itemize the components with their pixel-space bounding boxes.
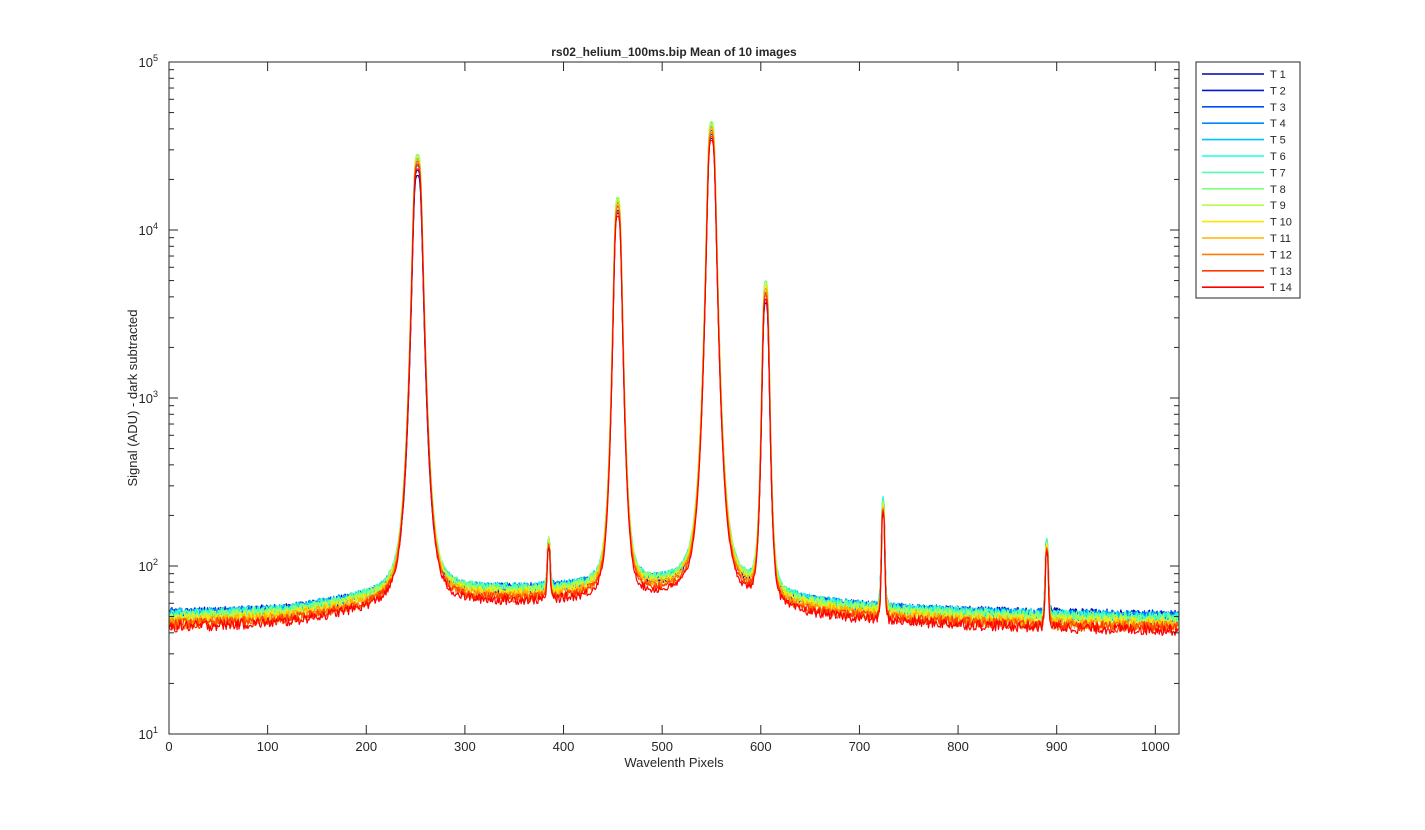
y-axis-label: Signal (ADU) - dark subtracted xyxy=(125,309,140,486)
x-tick-label: 0 xyxy=(165,739,172,754)
legend-label: T 11 xyxy=(1270,233,1291,245)
legend-label: T 9 xyxy=(1270,200,1286,212)
series-line-14 xyxy=(168,139,1179,637)
y-tick-label: 103 xyxy=(139,389,158,406)
legend-label: T 1 xyxy=(1270,69,1286,81)
plot-background xyxy=(169,62,1179,734)
x-tick-label: 400 xyxy=(553,739,575,754)
legend: T 1 T 2 T 3 T 4 T 5 T 6 T 7 T 8 T 9 T 10 T 11 T 12 T… xyxy=(1195,61,1301,299)
legend-label: T 8 xyxy=(1270,184,1286,196)
legend-label: T 6 xyxy=(1270,151,1286,163)
y-tick-label: 104 xyxy=(139,221,158,238)
legend-label: T 13 xyxy=(1270,266,1292,278)
x-ticks: 0 100 200 300 400 500 600 700 800 900 1000 xyxy=(165,62,1170,754)
x-tick-label: 1000 xyxy=(1141,739,1170,754)
x-tick-label: 600 xyxy=(750,739,772,754)
series-layer xyxy=(168,121,1179,637)
x-tick-label: 300 xyxy=(454,739,476,754)
legend-label: T 10 xyxy=(1270,217,1292,229)
chart-title: rs02_helium_100ms.bip Mean of 10 images xyxy=(551,45,797,59)
x-tick-label: 700 xyxy=(849,739,871,754)
legend-label: T 4 xyxy=(1270,118,1286,130)
legend-label: T 5 xyxy=(1270,135,1286,147)
legend-label: T 14 xyxy=(1270,282,1292,294)
legend-label: T 12 xyxy=(1270,249,1292,261)
y-tick-label: 101 xyxy=(139,725,158,742)
y-tick-label: 102 xyxy=(139,557,158,574)
legend-label: T 7 xyxy=(1270,167,1286,179)
x-tick-label: 500 xyxy=(651,739,673,754)
y-tick-label: 105 xyxy=(139,53,158,70)
x-tick-label: 900 xyxy=(1046,739,1068,754)
legend-box xyxy=(1195,61,1301,299)
legend-label: T 2 xyxy=(1270,85,1286,97)
x-tick-label: 200 xyxy=(355,739,377,754)
legend-items: T 1 T 2 T 3 T 4 T 5 T 6 T 7 T 8 T 9 T 10 T 11 T 12 T… xyxy=(1202,69,1292,294)
y-ticks: 101 102 103 104 105 xyxy=(139,53,1179,742)
x-axis-label: Wavelenth Pixels xyxy=(624,755,724,770)
x-tick-label: 100 xyxy=(257,739,279,754)
x-tick-label: 800 xyxy=(947,739,969,754)
legend-label: T 3 xyxy=(1270,102,1286,114)
